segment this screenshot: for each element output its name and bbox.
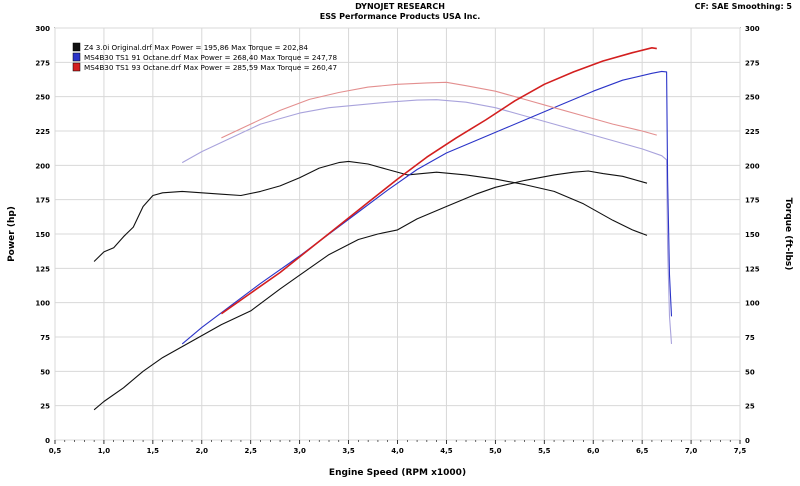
x-tick-label: 0,5 (49, 447, 62, 455)
y-left-tick-label: 175 (35, 197, 50, 205)
y-axis-left-ticks: 0 25 50 75 100 125 150 175 200 225 250 275 300 (35, 25, 50, 445)
x-tick-label: 6,0 (587, 447, 600, 455)
y-right-tick-label: 125 (745, 265, 760, 273)
y-left-tick-label: 150 (35, 231, 50, 239)
y-axis-left-label: Power (hp) (7, 206, 17, 262)
legend-entry: MS4B30 TS1 91 Octane.drf Max Power = 268… (84, 53, 338, 62)
y-right-tick-label: 75 (745, 334, 755, 342)
y-left-tick-label: 300 (35, 25, 50, 33)
y-left-tick-label: 125 (35, 265, 50, 273)
series-1-power-line (93, 170, 648, 411)
y-left-tick-label: 275 (35, 59, 50, 67)
chart-title: DYNOJET RESEARCH (355, 2, 445, 11)
legend-swatch (72, 52, 81, 62)
x-tick-label: 5,0 (489, 447, 502, 455)
y-right-tick-label: 25 (745, 403, 755, 411)
y-right-tick-label: 100 (745, 300, 760, 308)
y-left-tick-label: 0 (45, 437, 50, 445)
series-3-torque-line (221, 81, 657, 139)
series-3-power-line (220, 46, 657, 315)
x-tick-label: 1,5 (147, 447, 160, 455)
x-tick-label: 3,5 (342, 447, 355, 455)
grid-lines (54, 27, 741, 441)
legend-swatch (72, 42, 81, 52)
y-left-tick-label: 50 (40, 368, 50, 376)
legend: Z4 3.0i Original.drf Max Power = 195,86 … (72, 42, 338, 72)
legend-swatch (72, 62, 81, 72)
x-tick-label: 7,5 (734, 447, 747, 455)
y-right-tick-label: 225 (745, 128, 760, 136)
series-2-power-line (181, 70, 673, 345)
x-tick-label: 4,5 (440, 447, 453, 455)
y-axis-right-ticks: 0 25 50 75 100 125 150 175 200 225 250 275 300 (745, 25, 760, 445)
y-left-tick-label: 75 (40, 334, 50, 342)
series-lines (93, 46, 673, 411)
x-tick-label: 3,0 (293, 447, 306, 455)
y-right-tick-label: 175 (745, 197, 760, 205)
y-right-tick-label: 0 (745, 437, 750, 445)
x-tick-label: 1,0 (98, 447, 111, 455)
y-right-tick-label: 150 (745, 231, 760, 239)
y-right-tick-label: 50 (745, 368, 755, 376)
chart-subtitle: ESS Performance Products USA Inc. (319, 12, 481, 21)
series-1-torque-line (93, 160, 648, 262)
y-left-tick-label: 100 (35, 300, 50, 308)
x-axis-label: Engine Speed (RPM x1000) (329, 468, 466, 478)
x-tick-label: 2,0 (196, 447, 209, 455)
y-left-tick-label: 250 (35, 94, 50, 102)
y-right-tick-label: 300 (745, 25, 760, 33)
series-2-torque-line (181, 99, 673, 344)
x-tick-label: 4,0 (391, 447, 404, 455)
y-left-tick-label: 200 (35, 162, 50, 170)
y-right-tick-label: 275 (745, 59, 760, 67)
y-left-tick-label: 225 (35, 128, 50, 136)
x-tick-label: 6,5 (636, 447, 649, 455)
legend-entry: MS4B30 TS1 93 Octane.drf Max Power = 285… (84, 63, 337, 72)
y-axis-right-label: Torque (ft-lbs) (783, 198, 793, 271)
y-left-tick-label: 25 (40, 403, 50, 411)
y-right-tick-label: 250 (745, 94, 760, 102)
x-axis-ticks: 0,5 1,0 1,5 2,0 2,5 3,0 3,5 4,0 4,5 5,0 5,5 6,0 6,5 7… (49, 440, 747, 455)
correction-settings: CF: SAE Smoothing: 5 (694, 2, 792, 11)
x-tick-label: 2,5 (245, 447, 258, 455)
legend-entry: Z4 3.0i Original.drf Max Power = 195,86 … (84, 43, 308, 52)
x-tick-label: 5,5 (538, 447, 551, 455)
y-right-tick-label: 200 (745, 162, 760, 170)
x-tick-label: 7,0 (685, 447, 698, 455)
